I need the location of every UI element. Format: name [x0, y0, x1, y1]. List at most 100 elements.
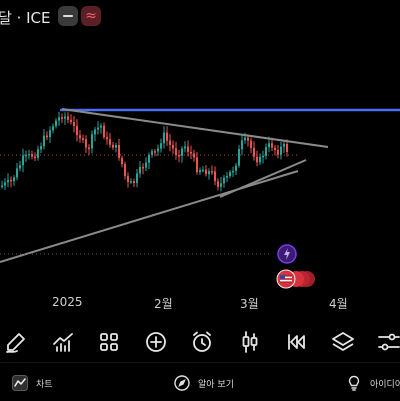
candle-body	[136, 173, 138, 184]
settings-sliders-icon[interactable]	[377, 330, 400, 354]
nav-item-explore[interactable]: 알아 보기	[174, 373, 234, 393]
time-axis: 2025 2월 3월 4월	[0, 292, 400, 312]
candle-body	[226, 176, 228, 178]
candle-body	[199, 170, 201, 172]
candle-body	[115, 144, 117, 148]
candle-body	[184, 146, 186, 149]
candle-body	[25, 154, 27, 157]
candle-body	[10, 179, 12, 182]
layouts-icon[interactable]	[97, 330, 121, 354]
candle-body	[217, 181, 219, 187]
candle-body	[13, 177, 15, 182]
candle-body	[124, 163, 126, 176]
nav-item-ideas[interactable]: 아이디어	[346, 373, 400, 393]
candle-body	[55, 120, 57, 127]
candle-body	[229, 172, 231, 177]
nav-label-chart: 차트	[36, 379, 53, 390]
candle-body	[175, 148, 177, 156]
candle-body	[94, 129, 96, 135]
inner-trendline	[219, 159, 307, 198]
candle-body	[250, 140, 252, 148]
lower-trendline	[0, 170, 299, 263]
candle-body	[241, 140, 243, 150]
candle-body	[142, 166, 144, 169]
price-chart[interactable]	[0, 34, 400, 290]
nav-label-ideas: 아이디어	[370, 379, 400, 390]
time-tick-february: 2월	[154, 297, 173, 311]
candle-body	[112, 144, 114, 148]
candle-body	[133, 181, 135, 184]
candle-body	[4, 182, 6, 186]
candle-body	[130, 181, 132, 183]
draw-tool-icon[interactable]	[4, 330, 28, 354]
candle-body	[277, 150, 279, 155]
top-bar: 달 · ICE ≈	[0, 0, 400, 34]
approx-symbol-button[interactable]: ≈	[81, 6, 101, 26]
candle-body	[127, 175, 129, 182]
candle-body	[19, 165, 21, 169]
candle-body	[256, 156, 258, 163]
nav-item-chart[interactable]: 차트	[12, 373, 53, 393]
candle-body	[118, 144, 120, 158]
candle-body	[172, 144, 174, 149]
candle-body	[193, 153, 195, 158]
candle-body	[286, 143, 288, 152]
bottom-nav: 차트 알아 보기 아이디어	[0, 362, 400, 401]
candle-body	[145, 162, 147, 168]
candle-body	[82, 138, 84, 140]
candle-body	[52, 126, 54, 131]
candle-body	[46, 135, 48, 138]
candle-body	[154, 151, 156, 153]
candle-body	[109, 139, 111, 145]
candle-body	[73, 121, 75, 126]
candle-body	[190, 152, 192, 154]
candle-body	[49, 130, 51, 138]
candle-body	[259, 156, 261, 163]
candle-body	[85, 139, 87, 148]
collapse-button[interactable]	[58, 6, 78, 26]
nav-label-explore: 알아 보기	[198, 379, 234, 390]
candle-type-icon[interactable]	[238, 330, 262, 354]
candle-body	[103, 125, 105, 138]
candle-body	[265, 147, 267, 156]
upper-trendline	[61, 108, 329, 148]
alert-badge-icon[interactable]	[277, 244, 297, 264]
candle-body	[196, 157, 198, 172]
candle-body	[235, 165, 237, 171]
candle-body	[169, 140, 171, 145]
layers-icon[interactable]	[331, 330, 355, 354]
candle-body	[43, 135, 45, 147]
candle-body	[97, 127, 99, 130]
candle-body	[157, 148, 159, 152]
add-icon[interactable]	[144, 330, 168, 354]
time-tick-april: 4월	[329, 297, 348, 311]
candle-body	[139, 166, 141, 174]
lightbulb-icon	[348, 375, 360, 391]
candle-body	[76, 125, 78, 136]
country-flag-badges-icon[interactable]	[275, 268, 315, 290]
candle-body	[280, 146, 282, 155]
candle-body	[244, 137, 246, 141]
candle-body	[91, 134, 93, 149]
candle-body	[58, 117, 60, 121]
candle-body	[223, 177, 225, 184]
candle-body	[238, 149, 240, 166]
time-tick-2025: 2025	[52, 295, 83, 309]
candle-body	[121, 157, 123, 164]
candle-body	[274, 147, 276, 151]
candle-body	[187, 146, 189, 153]
candle-body	[202, 169, 204, 172]
candle-body	[100, 125, 102, 128]
alert-icon[interactable]	[190, 330, 214, 354]
candle-body	[232, 170, 234, 173]
candle-body	[70, 119, 72, 122]
chart-toolbar	[0, 322, 400, 362]
replay-icon[interactable]	[284, 330, 308, 354]
candlestick-series	[1, 111, 288, 192]
candle-body	[151, 151, 153, 155]
candle-body	[214, 171, 216, 182]
candle-body	[220, 183, 222, 187]
symbol-title[interactable]: 달 · ICE	[0, 9, 51, 27]
compass-icon	[174, 375, 190, 391]
indicators-icon[interactable]	[51, 330, 75, 354]
